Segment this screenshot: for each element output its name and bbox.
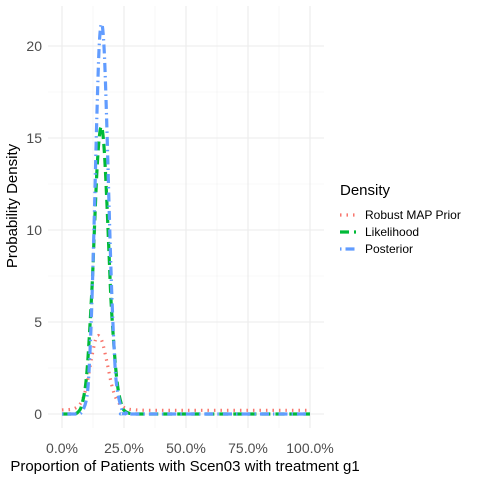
x-tick-label-2: 50.0% <box>166 440 206 456</box>
y-tick-label-1: 5 <box>34 314 42 330</box>
legend-label-1: Likelihood <box>365 225 419 239</box>
series-layer <box>61 22 310 416</box>
x-tick-label-3: 75.0% <box>228 440 268 456</box>
y-axis-title: Probability Density <box>4 143 21 268</box>
series-line-posterior <box>61 22 310 416</box>
legend-title: Density <box>340 182 391 199</box>
legend-label-2: Posterior <box>365 242 413 256</box>
x-axis-ticks: 0.0% 25.0% 50.0% 75.0% 100.0% <box>46 440 334 456</box>
y-tick-label-4: 20 <box>26 38 42 54</box>
y-axis-ticks: 0 5 10 15 20 <box>26 38 42 422</box>
x-tick-label-0: 0.0% <box>46 440 78 456</box>
x-tick-label-1: 25.0% <box>104 440 144 456</box>
x-axis-title: Proportion of Patients with Scen03 with … <box>10 458 359 475</box>
y-tick-label-0: 0 <box>34 406 42 422</box>
y-tick-label-3: 15 <box>26 130 42 146</box>
legend: Density Robust MAP Prior Likelihood Poster… <box>340 182 461 256</box>
y-tick-label-2: 10 <box>26 222 42 238</box>
x-tick-label-4: 100.0% <box>286 440 333 456</box>
legend-label-0: Robust MAP Prior <box>365 208 461 222</box>
